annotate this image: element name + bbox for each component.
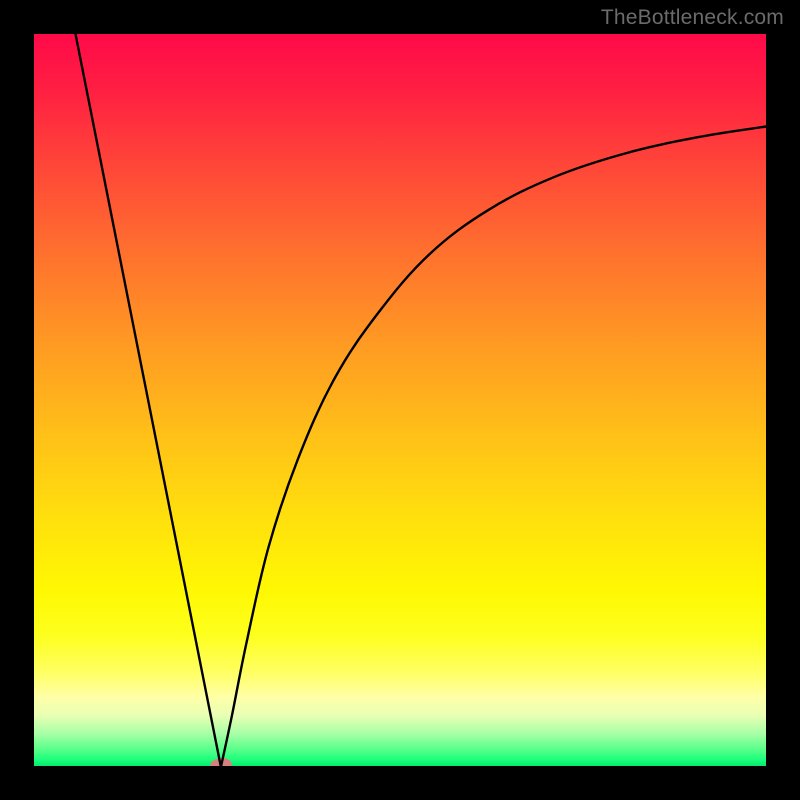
- gradient-background: [34, 34, 767, 767]
- watermark-text: TheBottleneck.com: [601, 6, 784, 30]
- bottleneck-curve-chart: [0, 0, 800, 800]
- chart-stage: TheBottleneck.com: [0, 0, 800, 800]
